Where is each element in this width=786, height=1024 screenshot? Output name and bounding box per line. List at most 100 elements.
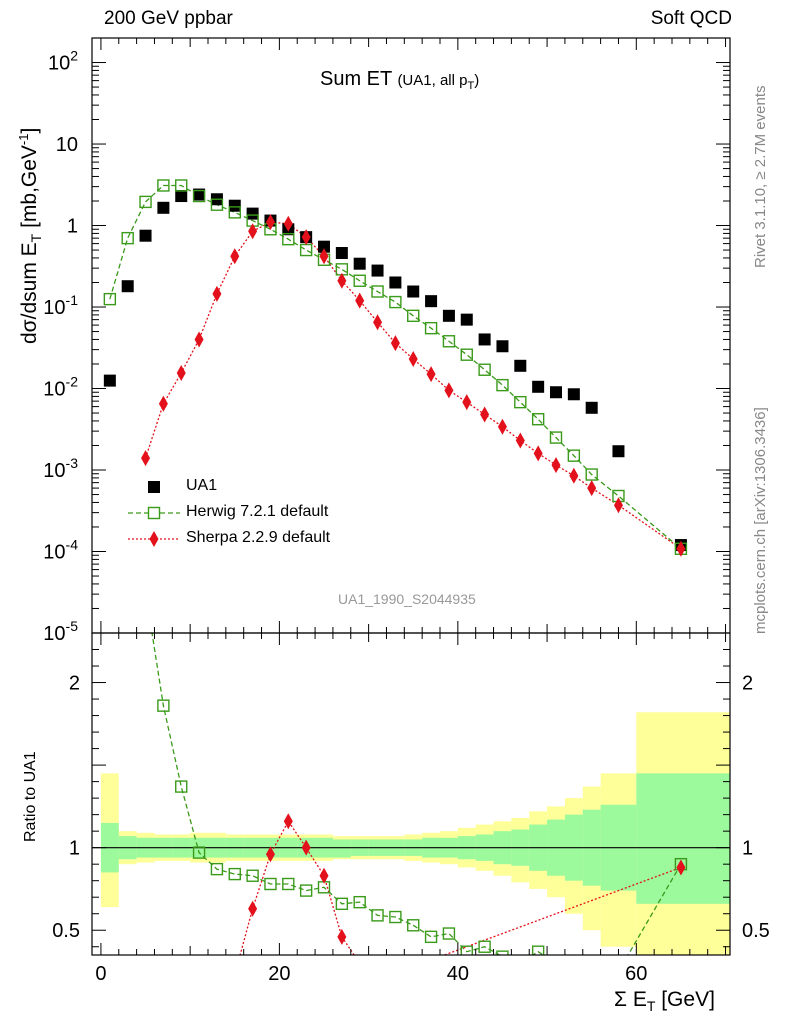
ua1-point xyxy=(550,386,562,399)
herwig-point xyxy=(282,232,295,246)
legend-label-ua1: UA1 xyxy=(186,477,218,494)
herwig-ratio-point xyxy=(157,699,170,712)
sherpa-point xyxy=(444,382,454,399)
x-tick-label: 0 xyxy=(95,963,106,985)
herwig-point xyxy=(531,413,545,426)
ua1-point xyxy=(442,309,455,322)
herwig-point xyxy=(299,243,313,257)
ua1-point xyxy=(425,295,438,308)
sherpa-ratio-point xyxy=(355,955,364,971)
herwig-ratio-point xyxy=(407,919,420,932)
ua1-point xyxy=(246,207,259,220)
herwig-ratio-point xyxy=(228,867,241,881)
ua1-point xyxy=(567,388,580,401)
sherpa-point xyxy=(497,418,507,435)
sherpa-point xyxy=(533,445,543,462)
herwig-ratio-point xyxy=(460,945,473,955)
analysis-watermark: UA1_1990_S2044935 xyxy=(338,591,476,607)
sherpa-point xyxy=(515,432,525,449)
herwig-point xyxy=(567,449,581,462)
herwig-point xyxy=(353,274,366,287)
herwig-point xyxy=(389,295,402,309)
herwig-ratio-point xyxy=(531,945,545,955)
sherpa-point xyxy=(676,540,686,557)
ua1-point xyxy=(389,276,402,289)
y-tick-label: 10-2 xyxy=(43,374,78,401)
ua1-point xyxy=(478,333,491,346)
header-right: Soft QCD xyxy=(650,8,732,29)
herwig-point xyxy=(514,395,527,409)
herwig-point xyxy=(139,195,152,209)
sherpa-point xyxy=(569,467,579,484)
herwig-ratio-point xyxy=(613,966,624,977)
ua1-point xyxy=(121,280,134,293)
ua1-point xyxy=(228,199,241,212)
ratio-tick-label-right: 2 xyxy=(742,673,753,695)
legend-ua1-marker xyxy=(148,481,160,493)
herwig-ratio-point xyxy=(389,910,402,924)
herwig-point xyxy=(407,309,420,323)
herwig-point xyxy=(228,206,241,219)
sherpa-point xyxy=(587,480,597,497)
ua1-point xyxy=(514,359,527,372)
herwig-ratio-point xyxy=(140,586,151,597)
herwig-point xyxy=(424,321,438,335)
herwig-ratio-point xyxy=(496,950,509,955)
x-tick-label: 40 xyxy=(447,963,469,985)
main-frame xyxy=(91,37,731,634)
sherpa-point xyxy=(248,223,258,240)
y-tick-label: 1 xyxy=(67,216,78,238)
ua1-point xyxy=(532,380,545,393)
ua1-point xyxy=(353,257,366,270)
ratio-tick-label-left: 2 xyxy=(69,673,80,695)
legend-label-sherpa: Sherpa 2.2.9 default xyxy=(186,529,331,546)
herwig-point xyxy=(103,292,117,306)
herwig-point xyxy=(460,348,473,361)
ua1-point xyxy=(103,374,116,387)
sherpa-point xyxy=(158,395,168,412)
herwig-ratio-line xyxy=(151,633,682,955)
x-tick-label: 60 xyxy=(625,963,647,985)
sherpa-point xyxy=(337,272,347,289)
ratio-tick-label-left: 0.5 xyxy=(52,920,80,942)
herwig-point xyxy=(549,431,563,444)
y-tick-label: 10-4 xyxy=(43,537,78,564)
sherpa-point xyxy=(390,335,400,352)
sherpa-ratio-point xyxy=(248,900,258,917)
sherpa-ratio-point xyxy=(337,928,347,945)
legend-label-herwig: Herwig 7.2.1 default xyxy=(186,503,329,520)
y-tick-label: 102 xyxy=(48,48,78,75)
herwig-ratio-point xyxy=(371,909,384,922)
herwig-point xyxy=(496,378,509,392)
sherpa-point xyxy=(480,406,490,423)
herwig-ratio-point xyxy=(192,846,206,859)
sherpa-point xyxy=(551,457,561,474)
sherpa-point xyxy=(408,351,418,368)
y-tick-label: 10-1 xyxy=(43,292,78,319)
ua1-point xyxy=(139,229,152,242)
sherpa-point xyxy=(176,365,186,382)
ua1-point xyxy=(193,188,206,201)
legend-herwig-marker xyxy=(147,506,161,520)
sherpa-point xyxy=(301,229,311,246)
sherpa-point xyxy=(373,314,383,331)
header-left: 200 GeV ppbar xyxy=(104,8,233,29)
herwig-ratio-point xyxy=(246,869,259,882)
herwig-point xyxy=(175,179,188,192)
herwig-point xyxy=(442,335,456,348)
herwig-ratio-point xyxy=(299,884,313,897)
sherpa-point xyxy=(283,215,293,232)
sherpa-ratio-point xyxy=(301,839,311,856)
herwig-ratio-point xyxy=(210,862,224,876)
herwig-point xyxy=(192,189,206,203)
ua1-point xyxy=(318,240,330,253)
sherpa-point xyxy=(426,366,436,383)
ratio-tick-label-right: 1 xyxy=(742,838,753,860)
ua1-point xyxy=(460,313,473,326)
ua1-point xyxy=(585,401,598,414)
ratio-frame xyxy=(91,632,731,956)
herwig-point xyxy=(371,285,384,298)
ua1-point xyxy=(612,445,625,458)
herwig-ratio-point xyxy=(551,958,562,969)
